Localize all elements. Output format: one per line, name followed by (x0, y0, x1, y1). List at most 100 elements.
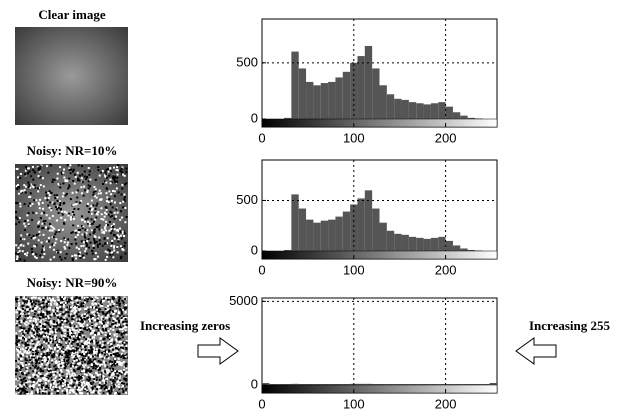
noise-dot (92, 194, 94, 196)
noise-dot (81, 240, 83, 242)
noise-dot (66, 253, 68, 255)
noise-dot (78, 322, 80, 324)
noise-dot (79, 329, 81, 331)
noise-dot (92, 204, 94, 206)
noise-dot (123, 355, 125, 357)
noise-dot (105, 378, 107, 380)
noise-dot (62, 346, 64, 348)
noise-dot (32, 378, 34, 380)
noise-dot (66, 306, 68, 308)
noise-dot (26, 359, 28, 361)
noise-dot (93, 365, 95, 367)
noise-dot (88, 349, 90, 351)
noise-dot (65, 194, 67, 196)
noise-dot (100, 192, 102, 194)
noise-dot (19, 205, 21, 207)
noise-dot (63, 222, 65, 224)
noise-dot (96, 309, 98, 311)
noise-dot (88, 184, 90, 186)
noise-dot (107, 325, 109, 327)
noise-dot (93, 247, 95, 249)
noise-dot (15, 244, 17, 246)
noise-dot (98, 193, 100, 195)
noise-dot (86, 205, 88, 207)
noise-dot (42, 256, 44, 258)
noise-dot (57, 200, 59, 202)
noise-dot (52, 226, 54, 228)
noise-dot (38, 304, 40, 306)
noise-dot (106, 200, 108, 202)
noise-dot (89, 338, 91, 340)
noise-dot (84, 359, 86, 361)
noise-dot (109, 373, 111, 375)
noise-dot (19, 177, 21, 179)
noise-dot (74, 380, 76, 382)
noise-dot (77, 302, 79, 304)
noise-dot (48, 370, 50, 372)
noise-dot (73, 335, 75, 337)
noise-dot (26, 356, 28, 358)
noise-dot (80, 304, 82, 306)
noise-dot (78, 248, 80, 250)
noise-dot (96, 379, 98, 381)
noise-dot (106, 366, 108, 368)
noise-dot (84, 313, 86, 315)
noise-dot (53, 325, 55, 327)
noise-dot (54, 389, 56, 391)
noise-dot (26, 233, 28, 235)
noise-dot (126, 321, 128, 323)
noise-dot (93, 376, 95, 378)
noise-dot (39, 323, 41, 325)
noise-dot (78, 378, 80, 380)
noise-dot (55, 368, 57, 370)
noise-dot (58, 328, 60, 330)
noise-dot (121, 184, 123, 186)
noise-dot (25, 359, 27, 361)
noise-dot (34, 256, 36, 258)
noise-dot (103, 361, 105, 363)
noise-dot (30, 300, 32, 302)
noise-dot (34, 341, 36, 343)
noise-dot (54, 338, 56, 340)
noise-dot (32, 384, 34, 386)
noise-dot (103, 300, 105, 302)
noise-dot (57, 324, 59, 326)
noise-dot (88, 211, 90, 213)
noise-dot (61, 309, 63, 311)
noise-dot (16, 301, 18, 303)
noise-dot (102, 385, 104, 387)
noise-dot (31, 391, 33, 393)
noise-dot (41, 242, 43, 244)
noise-dot (71, 354, 73, 356)
noise-dot (32, 185, 34, 187)
noise-dot (28, 304, 30, 306)
noise-dot (116, 187, 118, 189)
noise-dot (90, 205, 92, 207)
noise-dot (51, 378, 53, 380)
noise-dot (124, 242, 126, 244)
noise-dot (83, 318, 85, 320)
noise-dot (93, 390, 95, 392)
noise-dot (86, 307, 88, 309)
noise-dot (94, 332, 96, 334)
y-tick-label: 0 (251, 242, 258, 257)
noise-dot (64, 211, 66, 213)
noise-dot (49, 326, 51, 328)
noise-dot (63, 169, 65, 171)
noise-dot (34, 171, 36, 173)
noise-dot (78, 297, 80, 299)
noise-dot (87, 393, 89, 395)
noise-dot (51, 243, 53, 245)
noise-dot (42, 246, 44, 248)
noise-dot (88, 345, 90, 347)
noise-dot (92, 317, 94, 319)
noise-dot (38, 221, 40, 223)
noise-dot (20, 392, 22, 394)
noise-dot (101, 316, 103, 318)
noise-dot (30, 192, 32, 194)
noise-dot (33, 322, 35, 324)
noise-dot (116, 340, 118, 342)
noise-dot (67, 346, 69, 348)
noise-dot (88, 311, 90, 313)
noise-dot (52, 379, 54, 381)
